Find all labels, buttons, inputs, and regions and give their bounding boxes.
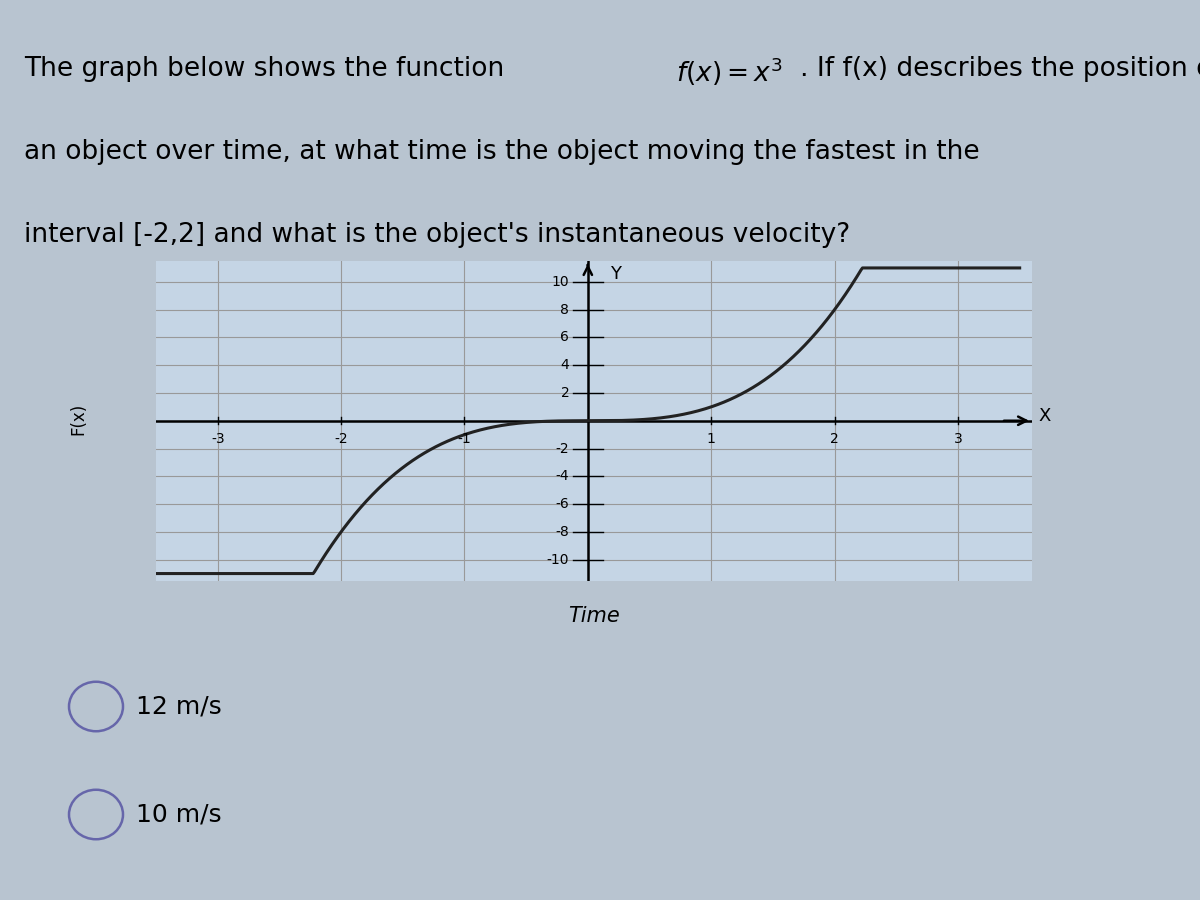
Text: -3: -3 <box>211 432 224 446</box>
Text: -2: -2 <box>335 432 348 446</box>
Text: . If f(x) describes the position of: . If f(x) describes the position of <box>800 56 1200 82</box>
Text: 8: 8 <box>560 302 569 317</box>
Text: -10: -10 <box>547 553 569 567</box>
Text: an object over time, at what time is the object moving the fastest in the: an object over time, at what time is the… <box>24 139 979 165</box>
Text: interval [-2,2] and what is the object's instantaneous velocity?: interval [-2,2] and what is the object's… <box>24 222 850 248</box>
Text: 10: 10 <box>552 274 569 289</box>
Text: 3: 3 <box>954 432 962 446</box>
Text: 1: 1 <box>707 432 715 446</box>
Text: -1: -1 <box>457 432 472 446</box>
Text: Time: Time <box>568 606 620 626</box>
Text: 4: 4 <box>560 358 569 373</box>
Text: 10 m/s: 10 m/s <box>136 803 221 826</box>
Text: F(x): F(x) <box>70 402 88 435</box>
Text: 6: 6 <box>560 330 569 345</box>
Text: X: X <box>1038 407 1050 425</box>
Text: 2: 2 <box>830 432 839 446</box>
Text: -8: -8 <box>556 525 569 539</box>
Text: 2: 2 <box>560 386 569 400</box>
Text: -4: -4 <box>556 469 569 483</box>
Text: -6: -6 <box>556 497 569 511</box>
Text: -2: -2 <box>556 442 569 455</box>
Text: The graph below shows the function: The graph below shows the function <box>24 56 512 82</box>
Text: 12 m/s: 12 m/s <box>136 695 221 718</box>
Text: Y: Y <box>610 266 622 284</box>
Text: $f(x) = x^3$: $f(x) = x^3$ <box>677 56 784 88</box>
